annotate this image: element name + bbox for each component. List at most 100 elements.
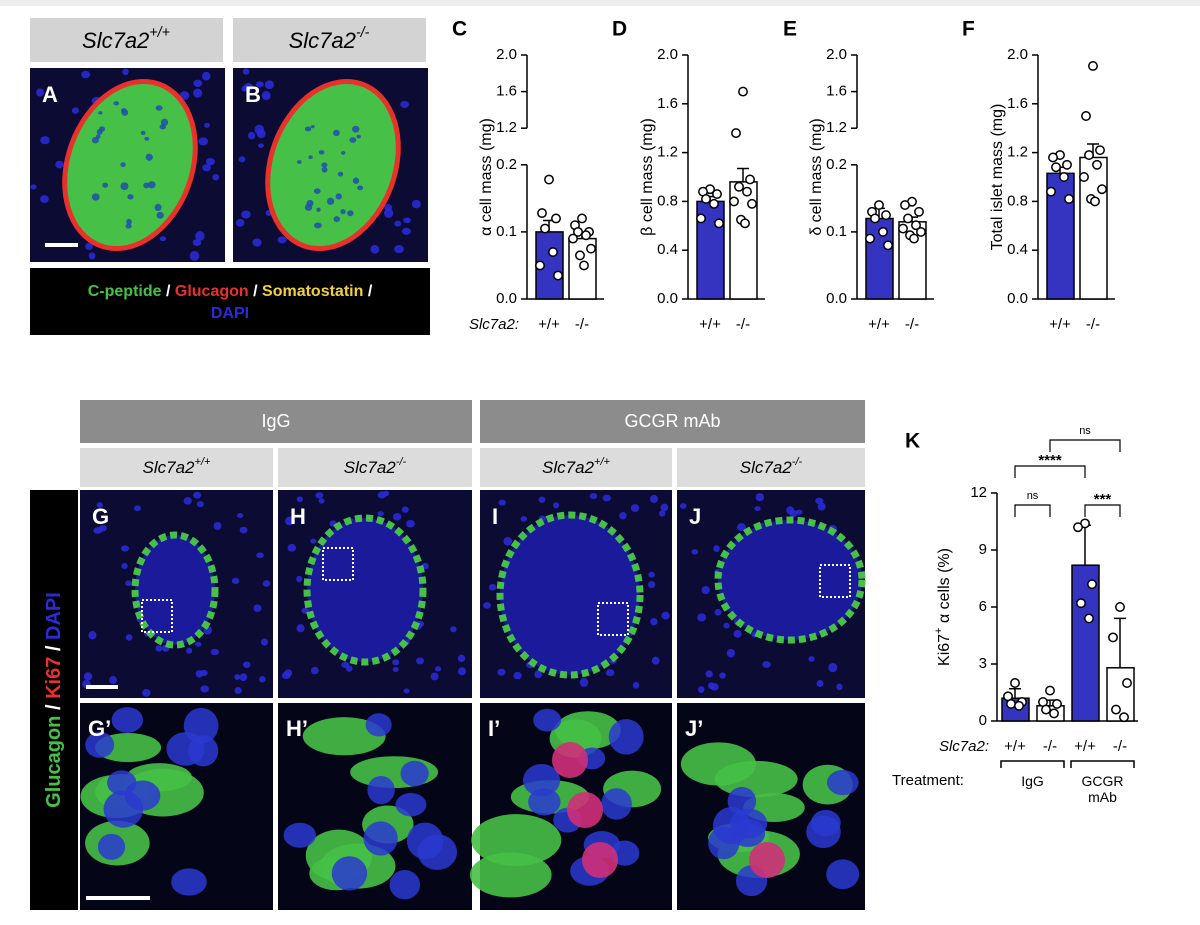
data-point <box>1049 708 1059 719</box>
stain-legend: C-peptide / Glucagon / Somatostatin / <box>88 283 373 300</box>
cell-nucleus <box>306 199 314 207</box>
cell-nucleus <box>95 134 101 139</box>
data-point <box>916 226 926 237</box>
x-tick-label: -/- <box>1113 738 1127 755</box>
data-point <box>911 220 921 231</box>
cell-nucleus <box>102 182 109 188</box>
cell-nucleus <box>313 188 321 195</box>
data-point <box>1084 150 1094 160</box>
cell-nucleus <box>296 575 303 583</box>
data-point <box>1087 579 1097 590</box>
significance-label: **** <box>1038 452 1062 469</box>
cell-nucleus <box>708 682 715 690</box>
cell-nucleus <box>210 648 220 656</box>
cell-nucleus <box>601 788 632 820</box>
cell-nucleus <box>806 815 841 849</box>
cell-nucleus <box>91 137 99 144</box>
cell-nucleus <box>836 683 843 691</box>
cell-nucleus <box>651 656 660 665</box>
data-point <box>573 226 583 237</box>
cell-nucleus <box>394 245 404 254</box>
cell-nucleus <box>193 79 203 88</box>
y-tick-label: 1.6 <box>1007 95 1028 112</box>
cell-nucleus <box>815 497 824 505</box>
stain-name: DAPI <box>43 592 65 640</box>
stain-legend-box <box>30 490 78 910</box>
cell-nucleus <box>122 68 129 76</box>
genotype-header: Slc7a2+/+ <box>542 456 611 477</box>
cell-nucleus <box>816 679 824 688</box>
cell-nucleus <box>498 499 506 506</box>
data-point <box>742 186 752 197</box>
data-point <box>577 213 587 224</box>
data-point <box>1090 196 1100 207</box>
cell-nucleus <box>363 821 398 856</box>
cell-nucleus <box>513 671 522 680</box>
data-point <box>1010 678 1020 688</box>
data-point <box>696 213 706 224</box>
panel-letter: D <box>612 18 627 41</box>
genotype-header: Slc7a2-/- <box>289 25 370 53</box>
cell-nucleus <box>283 822 316 848</box>
cell-nucleus <box>127 194 134 200</box>
cell-nucleus <box>253 604 262 613</box>
panel-letter: G <box>92 504 109 529</box>
y-tick-label: 0.0 <box>657 290 678 307</box>
zoom-box <box>141 599 173 633</box>
cell-nucleus <box>370 244 380 254</box>
cell-nucleus <box>120 182 129 191</box>
significance-label: *** <box>1094 491 1112 508</box>
cell-nucleus <box>107 770 137 796</box>
panel-letter: H <box>290 504 306 529</box>
cell-nucleus <box>284 669 293 677</box>
y-tick-label: 0.2 <box>496 156 517 173</box>
cell-nucleus <box>538 496 546 503</box>
y-tick-label: 0.4 <box>1007 241 1028 258</box>
stain-name: Ki67 <box>43 657 65 699</box>
significance-bracket <box>1014 465 1086 478</box>
cell-nucleus <box>308 155 313 159</box>
y-tick-label: 0.2 <box>826 156 847 173</box>
data-point <box>1115 602 1125 612</box>
cell-nucleus <box>660 503 669 512</box>
panel-letter: F <box>962 18 975 41</box>
y-tick-label: 2.0 <box>826 46 847 63</box>
cell-nucleus <box>201 71 211 81</box>
cell-nucleus <box>649 494 659 503</box>
y-tick-label: 1.2 <box>1007 144 1028 161</box>
cell-nucleus <box>242 68 250 75</box>
cell-nucleus <box>406 822 444 860</box>
cell-nucleus <box>231 577 240 585</box>
cell-nucleus <box>133 505 141 512</box>
cell-nucleus <box>817 502 826 511</box>
cell-nucleus <box>237 513 244 519</box>
cell-nucleus <box>255 81 264 88</box>
cell-nucleus <box>235 218 245 227</box>
cell-nucleus <box>619 512 627 520</box>
data-point <box>579 260 589 271</box>
data-point <box>540 223 550 234</box>
cell-nucleus <box>411 199 421 209</box>
cell-nucleus <box>406 519 415 528</box>
y-axis-label-part: Ki67 <box>936 634 953 666</box>
cell-nucleus <box>234 674 241 681</box>
significance-label: ns <box>1027 490 1039 502</box>
y-tick-label: 9 <box>979 541 987 558</box>
zoom-panel-letter: I’ <box>488 716 500 741</box>
data-point <box>1119 712 1129 723</box>
cell-nucleus <box>81 70 91 79</box>
genotype-superscript: +/+ <box>594 456 611 468</box>
cell-nucleus <box>384 208 394 218</box>
cell-nucleus <box>85 731 115 758</box>
genotype-header: Slc7a2+/+ <box>143 456 212 477</box>
data-point <box>903 213 913 224</box>
y-axis-label: δ cell mass (mg) <box>808 118 825 235</box>
cell-nucleus <box>723 622 730 629</box>
zoom-box <box>597 602 629 636</box>
treatment-label: IgG <box>261 411 290 431</box>
cell-nucleus <box>733 630 742 638</box>
significance-bracket <box>1084 504 1121 517</box>
cell-nucleus <box>316 207 321 212</box>
data-point <box>740 218 750 229</box>
cell-nucleus <box>88 631 97 640</box>
